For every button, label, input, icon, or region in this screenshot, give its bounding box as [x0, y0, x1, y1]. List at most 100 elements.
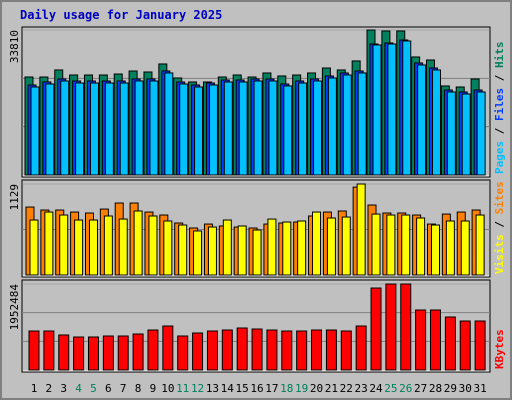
x-tick-label: 1 [31, 382, 38, 395]
x-tick-label: 12 [191, 382, 204, 395]
x-tick-label: 11 [176, 382, 189, 395]
bar [30, 86, 40, 176]
bar [222, 219, 232, 276]
bar [281, 330, 293, 371]
bar [118, 218, 128, 276]
bar [282, 221, 292, 276]
bar [193, 230, 203, 276]
bar [60, 80, 70, 176]
legend: KBytes [493, 329, 506, 369]
bar [446, 91, 456, 176]
x-tick-label: 29 [444, 382, 457, 395]
bar [370, 287, 382, 371]
bar [266, 329, 278, 371]
bar [400, 283, 412, 371]
bar [283, 85, 293, 176]
bar [194, 86, 204, 176]
bar [372, 44, 382, 176]
bar [357, 72, 367, 176]
bar [460, 220, 470, 276]
legend: Pages / Files / Hits [493, 42, 506, 175]
legend-entry: Sites [493, 181, 506, 214]
bar [177, 335, 189, 371]
x-tick-label: 15 [236, 382, 249, 395]
x-tick-label: 30 [459, 382, 472, 395]
chart-title: Daily usage for January 2025 [20, 8, 222, 22]
bar [355, 325, 367, 371]
bar [207, 226, 217, 276]
bar [327, 77, 337, 176]
bar [429, 309, 441, 371]
bar [401, 214, 411, 276]
bar [223, 81, 233, 176]
bar [75, 82, 85, 176]
y-tick-label: 1952484 [8, 284, 21, 331]
bar [326, 217, 336, 276]
bar [148, 215, 158, 276]
bar [162, 325, 174, 371]
x-tick-label: 13 [206, 382, 219, 395]
x-tick-label: 10 [161, 382, 174, 395]
bar [461, 93, 471, 176]
bar [192, 332, 204, 371]
bar [252, 229, 262, 276]
bar [74, 219, 84, 276]
bar [298, 82, 308, 176]
legend-entry: Pages [493, 141, 506, 174]
bar [341, 216, 351, 276]
x-tick-label: 23 [355, 382, 368, 395]
bar [221, 329, 233, 371]
bar [28, 330, 40, 371]
bar [179, 83, 189, 176]
bar [253, 80, 263, 176]
bar [87, 336, 99, 371]
bar [149, 80, 159, 176]
legend-separator: / [493, 214, 506, 234]
bar [387, 43, 397, 176]
bar [132, 333, 144, 371]
bar [44, 211, 54, 276]
bar [312, 211, 322, 276]
bar [45, 83, 55, 176]
x-tick-label: 5 [90, 382, 97, 395]
bar [340, 330, 352, 371]
bar [164, 72, 174, 176]
bar [147, 329, 159, 371]
bar [117, 335, 129, 371]
bar [444, 316, 456, 371]
bar [133, 210, 143, 276]
legend-entry: Files [493, 88, 506, 121]
y-tick-label: 33810 [8, 30, 21, 63]
bar [311, 329, 323, 371]
bar [119, 82, 129, 176]
bar [385, 283, 397, 371]
x-tick-label: 26 [399, 382, 412, 395]
x-tick-label: 22 [340, 382, 353, 395]
bar [417, 64, 427, 176]
bar [415, 309, 427, 371]
bar [236, 327, 248, 371]
bar [342, 74, 352, 176]
bar [43, 330, 55, 371]
bar [73, 336, 85, 371]
x-tick-label: 9 [150, 382, 157, 395]
legend-separator: / [493, 68, 506, 88]
bar [237, 225, 247, 276]
bar [102, 335, 114, 371]
bar [238, 81, 248, 176]
bar [431, 69, 441, 176]
x-tick-label: 24 [369, 382, 383, 395]
bar [445, 220, 455, 276]
bar [104, 82, 114, 176]
bar [416, 217, 426, 276]
bar [134, 80, 144, 176]
bar [267, 218, 277, 276]
x-tick-label: 28 [429, 382, 442, 395]
bar [58, 334, 70, 371]
x-tick-label: 21 [325, 382, 338, 395]
bar [89, 82, 99, 176]
bar [178, 224, 188, 276]
bar [402, 40, 412, 176]
